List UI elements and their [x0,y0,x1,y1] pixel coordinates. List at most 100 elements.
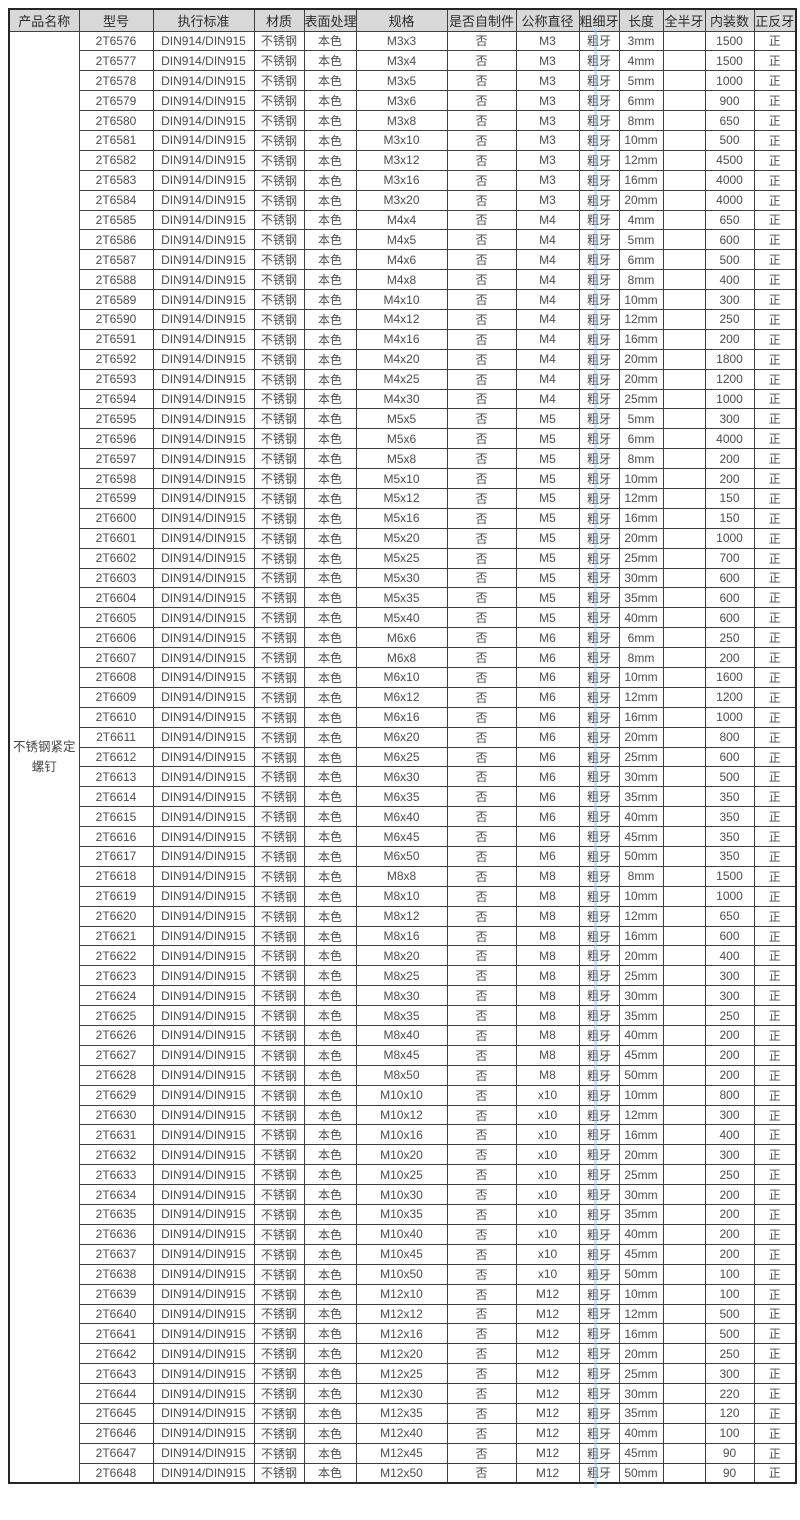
cell: 1600 [704,667,755,688]
table-row: 2T6619 DIN914/DIN915 不锈钢 本色 M8x10 否 M8 粗牙 10mm 10… [9,885,797,907]
cell: 不锈钢 [253,667,305,688]
cell: 200 [704,1223,755,1245]
cell: 否 [446,706,517,728]
cell: M3 [515,169,580,191]
cell: M5x40 [355,607,448,629]
cell: DIN914/DIN915 [152,70,255,92]
cell: M3 [515,70,580,92]
cell [662,169,706,191]
cell: 否 [446,1323,517,1345]
cell: M5x8 [355,448,448,470]
cell: 正 [753,1144,797,1166]
cell: M12 [515,1323,580,1345]
table-row: 2T6615 DIN914/DIN915 不锈钢 本色 M6x40 否 M6 粗牙 40mm 35… [9,806,797,828]
cell: 不锈钢 [253,229,305,251]
table-row: 2T6584 DIN914/DIN915 不锈钢 本色 M3x20 否 M3 粗牙 20mm 40… [9,189,797,211]
table-row: 2T6600 DIN914/DIN915 不锈钢 本色 M5x16 否 M5 粗牙 16mm 15… [9,507,797,529]
cell: 本色 [303,348,357,370]
cell: 粗牙 [578,1144,620,1166]
cell: DIN914/DIN915 [152,1442,255,1464]
cell [662,945,706,967]
cell: 粗牙 [578,448,620,470]
cell: 20mm [618,527,664,549]
cell: M6x8 [355,647,448,668]
table-row: 2T6634 DIN914/DIN915 不锈钢 本色 M10x30 否 x10 粗牙 30mm… [9,1184,797,1206]
cell [662,1363,706,1385]
cell: M12x45 [355,1442,448,1464]
cell: 否 [446,468,517,489]
cell: 不锈钢 [253,786,305,808]
cell: 5mm [618,229,664,251]
cell: 30mm [618,985,664,1007]
cell: 2T6592 [78,348,154,370]
table-row: 2T6591 DIN914/DIN915 不锈钢 本色 M4x16 否 M4 粗牙 16mm 20… [9,328,797,350]
cell: 否 [446,448,517,470]
cell: M3 [515,129,580,151]
cell: 正 [753,1363,797,1385]
cell: DIN914/DIN915 [152,965,255,987]
cell: 16mm [618,507,664,529]
cell: 不锈钢 [253,70,305,92]
cell: 1800 [704,348,755,370]
table-row: 2T6578 DIN914/DIN915 不锈钢 本色 M3x5 否 M3 粗牙 5mm 1000… [9,70,797,92]
cell: DIN914/DIN915 [152,328,255,350]
cell: 本色 [303,865,357,887]
cell: x10 [515,1263,580,1285]
cell: M5x16 [355,507,448,529]
cell [662,289,706,310]
cell: 粗牙 [578,328,620,350]
cell: M12x50 [355,1462,448,1484]
cell: 否 [446,627,517,649]
table-header-row: 产品名称 型号 执行标准 材质 表面处理 规格 是否自制件 公称直径 粗细牙 长… [8,8,797,32]
cell: M4x10 [355,289,448,310]
cell: 250 [704,627,755,649]
cell: 否 [446,1303,517,1325]
cell: M10x45 [355,1243,448,1265]
cell: 300 [704,1104,755,1126]
cell: 正 [753,468,797,489]
cell: 本色 [303,706,357,728]
cell: 否 [446,1164,517,1186]
cell: 50mm [618,846,664,867]
cell: M6 [515,786,580,808]
cell [662,1124,706,1146]
cell: 粗牙 [578,507,620,529]
table-row: 2T6583 DIN914/DIN915 不锈钢 本色 M3x16 否 M3 粗牙 16mm 40… [9,169,797,191]
cell: M4x30 [355,388,448,410]
cell: 2T6624 [78,985,154,1007]
table-row: 2T6582 DIN914/DIN915 不锈钢 本色 M3x12 否 M3 粗牙 12mm 45… [9,149,797,171]
cell: 本色 [303,308,357,330]
cell: 否 [446,129,517,151]
cell: M6x30 [355,766,448,788]
cell: 本色 [303,229,357,251]
table-row: 2T6586 DIN914/DIN915 不锈钢 本色 M4x5 否 M4 粗牙 5mm 600 正 [9,229,797,251]
cell: 本色 [303,1363,357,1385]
cell: 粗牙 [578,587,620,609]
cell: 本色 [303,448,357,470]
cell: DIN914/DIN915 [152,885,255,907]
cell: 正 [753,1422,797,1444]
cell: 30mm [618,1184,664,1206]
cell: 不锈钢 [253,846,305,867]
cell: M5 [515,567,580,589]
table-row: 2T6633 DIN914/DIN915 不锈钢 本色 M10x25 否 x10 粗牙 25mm… [9,1164,797,1186]
cell: 不锈钢 [253,1323,305,1345]
cell: 2T6602 [78,547,154,569]
cell: M8x35 [355,1005,448,1027]
cell: DIN914/DIN915 [152,706,255,728]
cell: 2T6607 [78,647,154,668]
cell: 2T6604 [78,587,154,609]
cell: 2T6633 [78,1164,154,1186]
cell: M12x40 [355,1422,448,1444]
cell: 粗牙 [578,428,620,450]
cell: 否 [446,1462,517,1484]
cell: 正 [753,587,797,609]
cell: 否 [446,149,517,171]
cell: M4 [515,328,580,350]
cell: 粗牙 [578,846,620,867]
table-row: 2T6598 DIN914/DIN915 不锈钢 本色 M5x10 否 M5 粗牙 10mm 20… [9,468,797,489]
cell: M12 [515,1283,580,1305]
cell: 粗牙 [578,1263,620,1285]
cell: 600 [704,567,755,589]
col-header-product-name: 产品名称 [8,8,80,32]
